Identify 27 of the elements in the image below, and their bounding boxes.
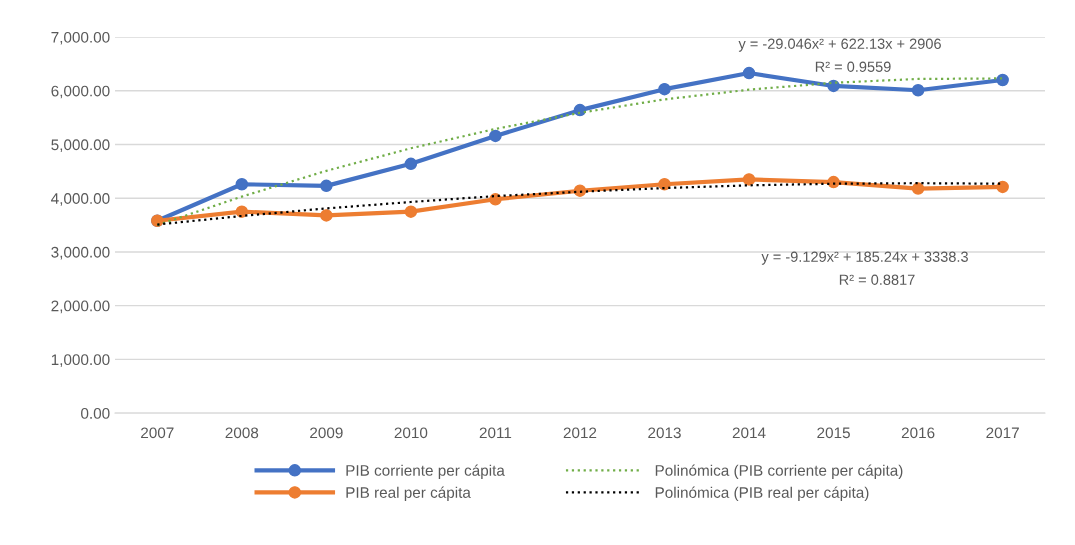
y-tick-label: 0.00 — [81, 407, 110, 419]
annotation: y = -29.046x² + 622.13x + 2906 — [738, 38, 941, 52]
x-tick-label: 2017 — [986, 427, 1019, 439]
legend-label: PIB real per cápita — [346, 486, 471, 501]
y-tick-label: 3,000.00 — [51, 246, 110, 260]
x-tick-label: 2008 — [225, 427, 259, 439]
x-tick-label: 2015 — [817, 427, 850, 439]
x-tick-label: 2011 — [479, 427, 512, 439]
y-tick-label: 2,000.00 — [51, 300, 110, 314]
x-tick-label: 2012 — [563, 427, 597, 439]
legend-label: Polinómica (PIB corriente per cápita) — [655, 464, 903, 479]
annotation: R² = 0.9559 — [815, 61, 891, 72]
y-tick-label: 7,000.00 — [51, 31, 110, 45]
annotation: R² = 0.8817 — [839, 274, 915, 285]
x-tick-label: 2007 — [141, 427, 174, 439]
legend-label: Polinómica (PIB real per cápita) — [655, 486, 869, 501]
x-tick-label: 2013 — [648, 427, 681, 439]
x-tick-label: 2010 — [394, 427, 428, 439]
y-tick-label: 5,000.00 — [51, 139, 110, 152]
x-tick-label: 2009 — [310, 427, 343, 439]
annotation: y = -9.129x² + 185.24x + 3338.3 — [761, 251, 968, 265]
y-tick-label: 1,000.00 — [51, 354, 110, 367]
x-tick-label: 2014 — [732, 427, 766, 439]
legend-label: PIB corriente per cápita — [346, 464, 505, 479]
y-tick-label: 6,000.00 — [51, 85, 110, 99]
y-tick-label: 4,000.00 — [51, 193, 110, 206]
x-tick-label: 2016 — [901, 427, 935, 439]
